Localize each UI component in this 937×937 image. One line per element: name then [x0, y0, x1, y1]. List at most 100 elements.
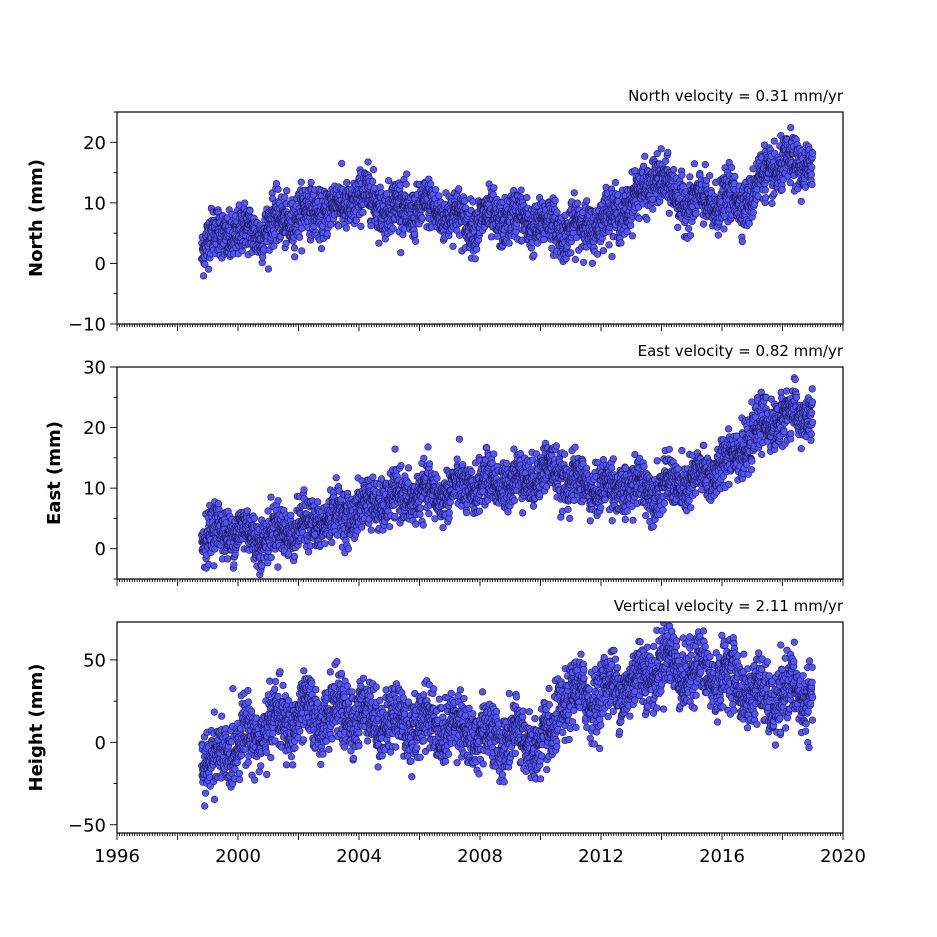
data-point [412, 520, 420, 528]
data-point [455, 435, 464, 443]
data-point [551, 196, 559, 204]
data-point [530, 251, 538, 259]
data-point [649, 205, 657, 213]
data-point [797, 197, 805, 205]
data-point [290, 244, 299, 252]
data-point [344, 545, 353, 553]
data-point [553, 208, 561, 216]
y-tick-label: 0 [95, 254, 106, 275]
data-point [321, 540, 329, 548]
data-point [375, 239, 383, 247]
data-point [328, 538, 336, 547]
data-point [205, 265, 213, 273]
data-points [198, 374, 817, 579]
data-point [298, 224, 306, 232]
data-point [317, 245, 326, 253]
data-point [200, 272, 208, 280]
data-point [201, 260, 209, 268]
data-point [432, 186, 440, 194]
data-point [641, 152, 649, 160]
data-point [670, 165, 678, 174]
data-point [297, 178, 305, 186]
data-point [475, 507, 484, 515]
data-point [570, 189, 578, 197]
data-point [282, 239, 290, 247]
y-axis-label: North (mm) [26, 159, 47, 277]
data-point [449, 242, 457, 250]
y-tick-label: −10 [68, 315, 106, 336]
data-point [267, 493, 275, 501]
data-point [431, 515, 439, 523]
data-point [338, 159, 346, 168]
data-point [283, 187, 291, 195]
data-point [808, 163, 816, 171]
data-point [287, 511, 295, 519]
data-point [416, 510, 424, 518]
data-point [599, 247, 608, 255]
data-point [455, 185, 463, 193]
data-point [397, 462, 405, 470]
data-point [425, 510, 433, 518]
data-point [391, 445, 399, 453]
data-point [403, 170, 411, 178]
data-point [358, 523, 366, 531]
data-point [778, 186, 786, 194]
data-point [453, 455, 461, 463]
data-point [334, 222, 343, 230]
panel-title: North velocity = 0.31 mm/yr [628, 87, 844, 105]
data-point [419, 521, 427, 529]
data-point [427, 180, 435, 188]
data-point [686, 173, 694, 181]
data-point [274, 185, 282, 193]
data-point [359, 208, 367, 216]
data-point [699, 220, 708, 228]
data-point [369, 473, 377, 481]
data-point [411, 230, 419, 238]
data-point [264, 265, 273, 273]
data-point [608, 253, 616, 261]
data-point [635, 214, 643, 222]
data-point [684, 224, 693, 233]
data-point [332, 474, 340, 482]
data-point [768, 199, 776, 208]
data-point [505, 239, 513, 247]
data-point [342, 224, 350, 232]
data-point [761, 186, 769, 194]
data-point [424, 443, 432, 451]
data-point [258, 561, 266, 570]
data-point [433, 474, 441, 482]
data-point [274, 497, 282, 505]
data-point [657, 145, 665, 153]
y-tick-label: 20 [83, 133, 106, 154]
data-point [425, 460, 434, 468]
data-point [643, 215, 651, 223]
data-point [241, 199, 249, 207]
data-point [386, 523, 394, 531]
data-point [323, 230, 331, 238]
data-point [250, 514, 259, 522]
data-point [727, 164, 736, 172]
data-point [807, 171, 816, 179]
data-point [357, 222, 365, 230]
data-point [267, 553, 275, 562]
data-point [397, 249, 405, 257]
data-point [210, 562, 218, 570]
data-point [333, 531, 341, 539]
data-point [224, 555, 232, 563]
data-point [770, 190, 778, 198]
data-point [690, 160, 699, 168]
data-point [487, 233, 496, 241]
data-point [391, 512, 399, 521]
data-point [605, 241, 613, 249]
data-point [305, 548, 313, 556]
data-point [567, 249, 575, 257]
data-point [416, 504, 425, 512]
data-point [674, 223, 682, 231]
data-point [364, 158, 372, 166]
data-point [445, 509, 453, 517]
data-point [808, 149, 817, 157]
data-points [198, 123, 817, 280]
data-point [808, 181, 816, 189]
